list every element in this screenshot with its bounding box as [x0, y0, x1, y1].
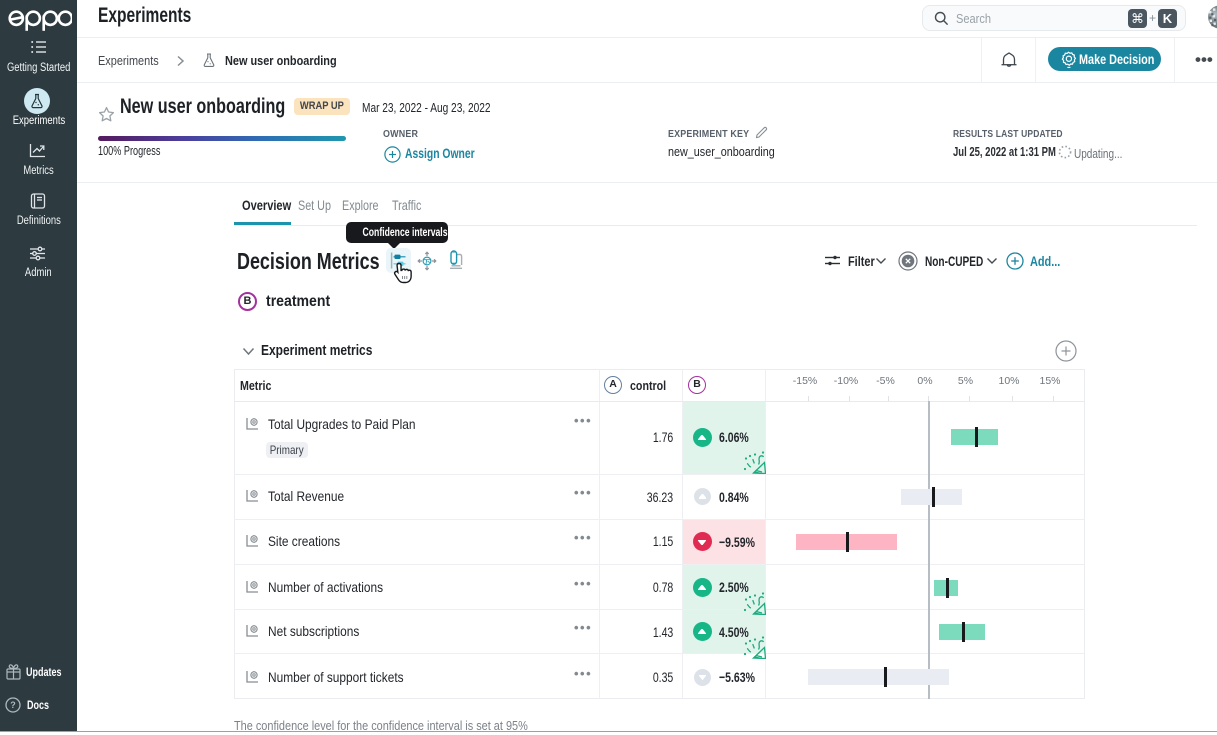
svg-text:?: ?	[10, 700, 16, 710]
